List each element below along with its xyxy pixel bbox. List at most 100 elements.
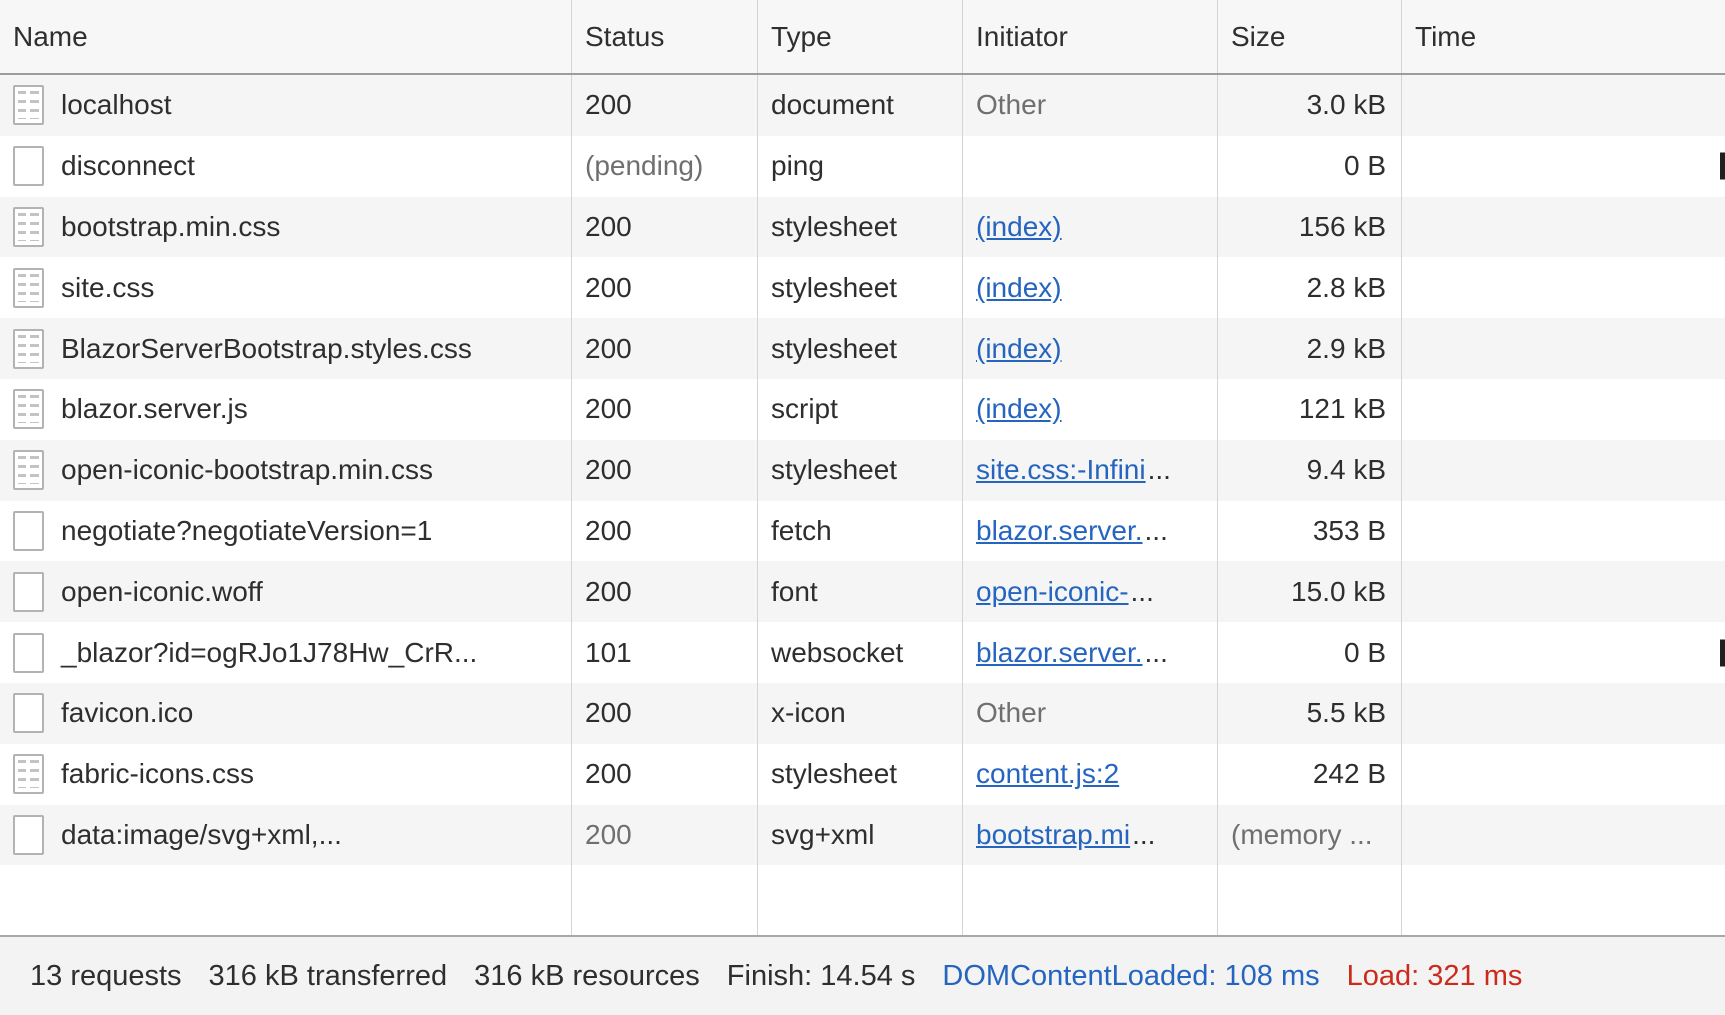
request-name: fabric-icons.css (61, 758, 254, 790)
document-icon (13, 328, 44, 369)
table-row[interactable]: blazor.server.js 200 script (index) 121 … (0, 378, 1725, 440)
document-icon (13, 389, 44, 430)
initiator-cell: blazor.server. ... (963, 622, 1218, 683)
initiator-cell: blazor.server. ... (963, 500, 1218, 562)
table-row[interactable]: disconnect (pending) ping 0 B (0, 135, 1725, 197)
time-cell (1402, 744, 1725, 805)
status-cell: 200 (572, 75, 758, 136)
request-list: localhost 200 document Other 3.0 kB disc… (0, 75, 1725, 866)
request-name: disconnect (61, 150, 195, 182)
table-row[interactable]: localhost 200 document Other 3.0 kB (0, 75, 1725, 136)
initiator-link[interactable]: (index) (976, 332, 1062, 364)
table-row[interactable]: data:image/svg+xml,... 200 svg+xml boots… (0, 804, 1725, 866)
initiator-ellipsis: ... (1144, 636, 1168, 668)
type-cell: script (758, 378, 963, 440)
column-header-time[interactable]: Time (1415, 20, 1477, 52)
time-cell (1402, 561, 1725, 622)
initiator-link[interactable]: content.js:2 (976, 758, 1120, 790)
initiator-link[interactable]: site.css:-Infini (976, 454, 1146, 486)
name-cell: open-iconic.woff (0, 561, 572, 623)
size-cell: 242 B (1218, 743, 1402, 805)
type-cell: x-icon (758, 682, 963, 744)
type-cell: websocket (758, 622, 963, 683)
table-row[interactable]: _blazor?id=ogRJo1J78Hw_CrR... 101 websoc… (0, 622, 1725, 683)
column-header-type[interactable]: Type (758, 0, 963, 73)
initiator-link[interactable]: (index) (976, 210, 1062, 242)
type-cell: ping (758, 135, 963, 197)
time-cell (1402, 318, 1725, 379)
table-row[interactable]: negotiate?negotiateVersion=1 200 fetch b… (0, 500, 1725, 562)
column-header-size[interactable]: Size (1218, 0, 1402, 73)
type-cell: stylesheet (758, 196, 963, 258)
table-row[interactable]: open-iconic.woff 200 font open-iconic- .… (0, 561, 1725, 623)
time-cell (1402, 379, 1725, 440)
initiator-cell: (index) (963, 196, 1218, 258)
column-header-name[interactable]: Name (0, 0, 572, 73)
blank-file-icon (13, 693, 44, 734)
type-cell: document (758, 75, 963, 136)
name-cell: localhost (0, 75, 572, 136)
blank-file-icon (13, 632, 44, 673)
size-cell: 121 kB (1218, 378, 1402, 440)
initiator-ellipsis: ... (1147, 454, 1171, 486)
document-icon (13, 85, 44, 126)
status-cell: 101 (572, 622, 758, 683)
request-name: open-iconic-bootstrap.min.css (61, 454, 433, 486)
initiator-cell: open-iconic- ... (963, 561, 1218, 623)
initiator-cell: bootstrap.mi ... (963, 804, 1218, 866)
column-header-initiator[interactable]: Initiator (963, 0, 1218, 73)
empty-area (0, 865, 1725, 935)
request-name: bootstrap.min.css (61, 210, 281, 242)
status-cell: 200 (572, 318, 758, 379)
table-header: Name Status Type Initiator Size Time (0, 0, 1725, 75)
size-cell: (memory ... (1218, 804, 1402, 866)
initiator-link[interactable]: (index) (976, 393, 1062, 425)
request-name: favicon.ico (61, 697, 194, 729)
column-header-status[interactable]: Status (572, 0, 758, 73)
time-cell (1402, 440, 1725, 501)
table-row[interactable]: bootstrap.min.css 200 stylesheet (index)… (0, 196, 1725, 258)
initiator-link[interactable]: bootstrap.mi (976, 818, 1131, 850)
requests-count: 13 requests (30, 959, 182, 992)
initiator-link[interactable]: blazor.server. (976, 636, 1143, 668)
size-cell: 0 B (1218, 622, 1402, 683)
time-cut-text (1720, 639, 1725, 667)
initiator-link[interactable]: open-iconic- (976, 575, 1129, 607)
time-cell (1402, 805, 1725, 866)
dom-content-loaded-time: DOMContentLoaded: 108 ms (942, 959, 1320, 992)
document-icon (13, 267, 44, 308)
type-cell: stylesheet (758, 318, 963, 379)
initiator-cell: Other (963, 682, 1218, 744)
blank-file-icon (13, 814, 44, 855)
blank-file-icon (13, 146, 44, 187)
type-cell: svg+xml (758, 804, 963, 866)
time-cell (1402, 622, 1725, 683)
name-cell: blazor.server.js (0, 378, 572, 440)
finish-time: Finish: 14.54 s (726, 959, 916, 992)
request-name: data:image/svg+xml,... (61, 818, 342, 850)
initiator-link[interactable]: (index) (976, 271, 1062, 303)
status-cell: 200 (572, 561, 758, 623)
table-row[interactable]: BlazorServerBootstrap.styles.css 200 sty… (0, 318, 1725, 379)
status-cell: 200 (572, 378, 758, 440)
initiator-link[interactable]: blazor.server. (976, 514, 1143, 546)
name-cell: negotiate?negotiateVersion=1 (0, 500, 572, 562)
size-cell: 9.4 kB (1218, 439, 1402, 501)
status-cell: 200 (572, 257, 758, 319)
table-row[interactable]: open-iconic-bootstrap.min.css 200 styles… (0, 439, 1725, 501)
name-cell: site.css (0, 257, 572, 319)
time-cell (1402, 257, 1725, 318)
request-name: negotiate?negotiateVersion=1 (61, 514, 433, 546)
transferred-size: 316 kB transferred (208, 959, 448, 992)
table-row[interactable]: favicon.ico 200 x-icon Other 5.5 kB (0, 682, 1725, 744)
name-cell: _blazor?id=ogRJo1J78Hw_CrR... (0, 622, 572, 683)
time-cell (1402, 501, 1725, 562)
blank-file-icon (13, 510, 44, 551)
size-cell: 0 B (1218, 135, 1402, 197)
name-cell: open-iconic-bootstrap.min.css (0, 439, 572, 501)
type-cell: fetch (758, 500, 963, 562)
initiator-cell (963, 135, 1218, 197)
table-row[interactable]: fabric-icons.css 200 stylesheet content.… (0, 743, 1725, 805)
table-row[interactable]: site.css 200 stylesheet (index) 2.8 kB (0, 257, 1725, 319)
